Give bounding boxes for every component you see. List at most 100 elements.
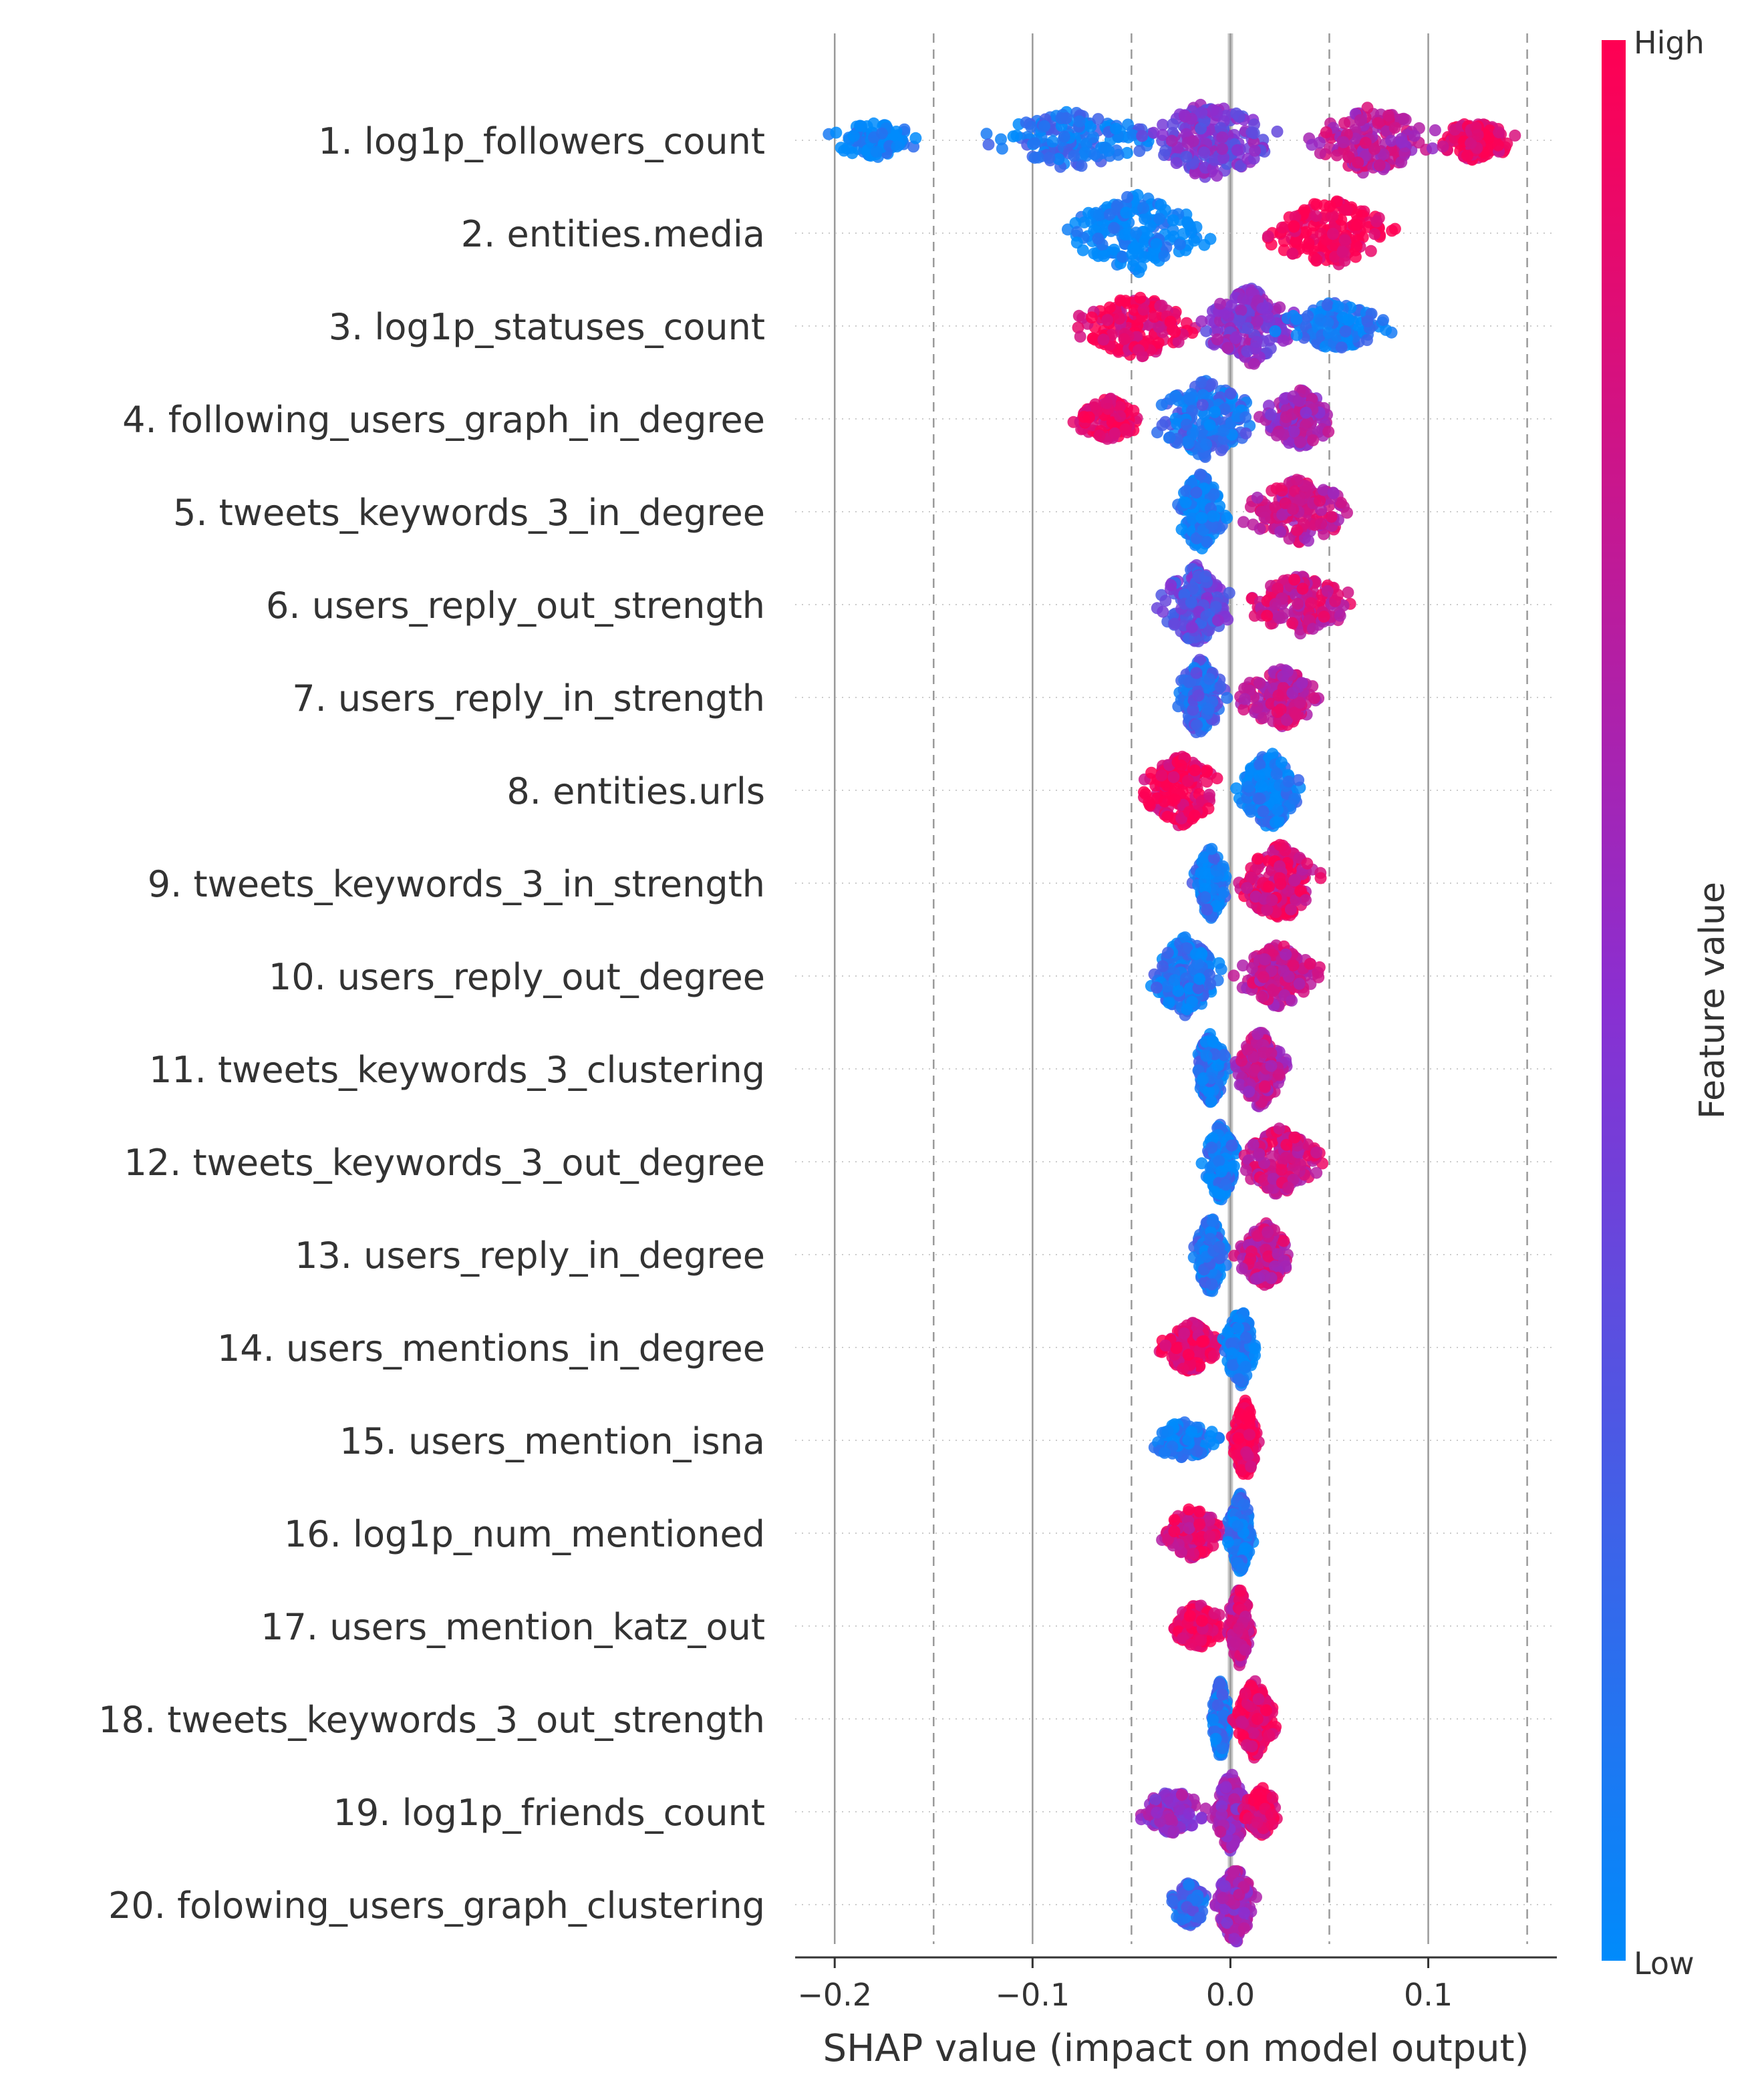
shap-point: [1310, 254, 1322, 266]
shap-point: [1274, 860, 1286, 872]
shap-point: [1114, 410, 1126, 422]
shap-point: [1285, 903, 1297, 915]
shap-point: [1094, 430, 1106, 442]
shap-point: [1286, 617, 1298, 629]
shap-point: [1288, 426, 1300, 438]
shap-point: [1197, 1074, 1209, 1086]
shap-point: [1203, 673, 1215, 685]
shap-point: [1138, 304, 1150, 316]
shap-point: [1242, 781, 1254, 793]
shap-point: [1237, 293, 1249, 305]
shap-point: [1154, 300, 1166, 312]
shap-point: [1228, 1160, 1240, 1172]
shap-point: [1228, 969, 1240, 981]
shap-point: [1336, 341, 1348, 353]
shap-point: [1190, 486, 1202, 498]
shap-point: [1280, 411, 1292, 423]
shap-point: [1212, 615, 1224, 627]
shap-point: [1167, 118, 1179, 130]
shap-point: [1151, 238, 1163, 250]
feature-row-dots-13: [1188, 1213, 1294, 1297]
shap-point: [1193, 689, 1205, 701]
shap-point: [1225, 387, 1237, 399]
shap-point: [1151, 981, 1163, 993]
shap-point: [1186, 621, 1198, 633]
shap-point: [1108, 222, 1120, 234]
shap-point: [1254, 1148, 1266, 1160]
shap-point: [1252, 701, 1264, 713]
shap-point: [1270, 816, 1282, 828]
shap-point: [1449, 124, 1461, 136]
shap-point: [1209, 406, 1221, 418]
shap-point: [1157, 960, 1169, 972]
shap-point: [1092, 113, 1105, 125]
shap-point: [1203, 703, 1215, 715]
shap-point: [1399, 147, 1411, 159]
shap-point: [1148, 311, 1160, 323]
shap-point: [1185, 388, 1197, 400]
shap-point: [1189, 810, 1201, 822]
feature-row-dots-6: [1151, 559, 1356, 647]
shap-point: [1073, 310, 1085, 322]
shap-point: [1461, 150, 1473, 162]
shap-point: [1203, 789, 1215, 801]
shap-point: [1261, 610, 1273, 622]
shap-point: [1274, 301, 1286, 313]
shap-point: [1396, 136, 1408, 148]
shap-point: [835, 142, 847, 154]
shap-point: [1338, 117, 1350, 129]
shap-point: [1328, 487, 1340, 499]
shap-point: [1239, 412, 1252, 424]
shap-point: [1238, 683, 1250, 695]
shap-point: [1167, 214, 1179, 226]
shap-point: [1368, 143, 1380, 155]
shap-point: [1104, 208, 1116, 220]
shap-point: [1329, 595, 1341, 607]
shap-point: [1182, 217, 1194, 229]
shap-point: [1287, 503, 1299, 515]
shap-point: [1146, 250, 1158, 262]
shap-point: [1361, 334, 1373, 346]
shap-point: [871, 146, 883, 158]
shap-point: [1200, 1050, 1212, 1062]
shap-point: [1181, 419, 1193, 431]
shap-point: [1259, 512, 1271, 524]
shap-point: [1272, 126, 1284, 138]
shap-point: [1310, 210, 1322, 222]
shap-point: [1258, 1046, 1270, 1058]
shap-point: [1240, 1164, 1252, 1176]
shap-point: [1188, 234, 1200, 247]
shap-point: [1098, 250, 1110, 262]
shap-point: [1011, 130, 1023, 142]
shap-point: [1252, 492, 1264, 504]
shap-point: [1312, 971, 1324, 983]
shap-point: [1120, 206, 1132, 218]
shap-point: [1058, 131, 1070, 143]
shap-point: [1165, 579, 1177, 591]
shap-point: [1189, 764, 1201, 776]
shap-point: [1291, 524, 1303, 536]
shap-point: [1294, 436, 1306, 448]
shap-point: [1133, 344, 1145, 356]
shap-point: [1203, 802, 1215, 814]
shap-point: [1229, 332, 1241, 344]
shap-point: [1382, 110, 1394, 122]
shap-point: [1288, 574, 1300, 586]
shap-point: [1074, 331, 1086, 343]
feature-row-dots-1: [823, 99, 1521, 183]
shap-point: [1211, 865, 1223, 877]
shap-point: [1300, 407, 1312, 419]
shap-point: [1304, 958, 1316, 970]
shap-point: [1301, 858, 1313, 870]
shap-point: [1038, 120, 1050, 132]
shap-point: [1274, 872, 1286, 884]
shap-point: [1074, 116, 1086, 128]
shap-point: [1318, 611, 1330, 623]
shap-point: [1276, 1164, 1288, 1176]
shap-point: [1093, 209, 1105, 221]
shap-point: [1135, 292, 1147, 304]
shap-point: [1206, 378, 1218, 390]
shap-point: [1294, 978, 1306, 990]
shap-point: [1272, 804, 1284, 816]
